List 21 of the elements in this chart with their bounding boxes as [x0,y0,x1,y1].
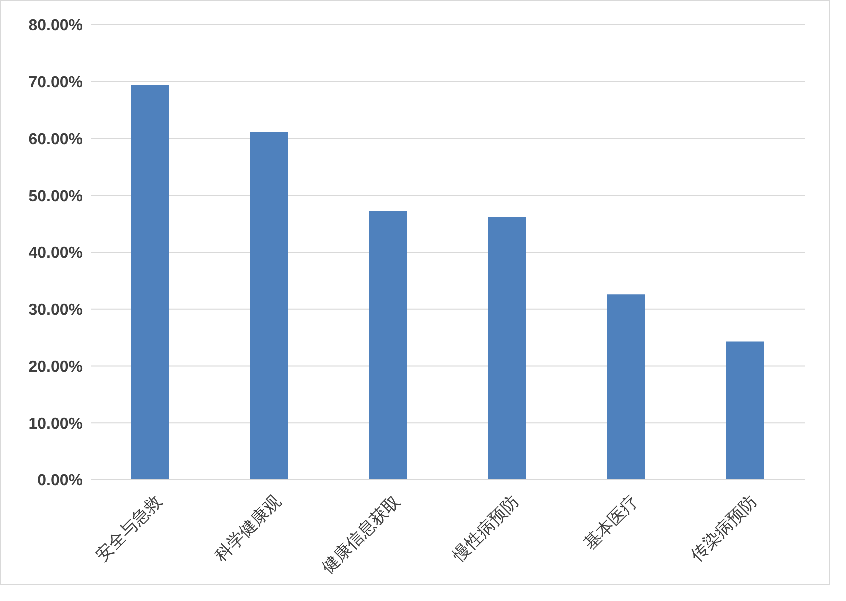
x-tick-label: 基本医疗 [580,492,642,554]
y-tick-label: 20.00% [28,358,83,376]
y-tick-label: 0.00% [38,472,83,490]
x-tick-label: 传染病预防 [687,492,761,566]
y-tick-label: 70.00% [28,74,83,92]
y-tick-label: 80.00% [28,18,83,35]
y-tick-label: 60.00% [28,131,83,148]
bar [131,85,170,480]
bar [369,212,408,480]
y-tick-label: 30.00% [28,302,83,320]
bar [488,217,526,480]
bar [726,342,764,480]
bar [250,132,288,480]
bar [607,294,646,480]
y-tick-label: 10.00% [28,416,83,433]
x-tick-label: 健康信息获取 [318,492,404,578]
y-tick-label: 40.00% [28,245,83,262]
x-tick-label: 安全与急救 [92,492,166,566]
x-tick-label: 慢性病预防 [448,492,523,566]
x-tick-label: 科学健康观 [211,492,285,566]
y-tick-label: 50.00% [28,188,83,206]
